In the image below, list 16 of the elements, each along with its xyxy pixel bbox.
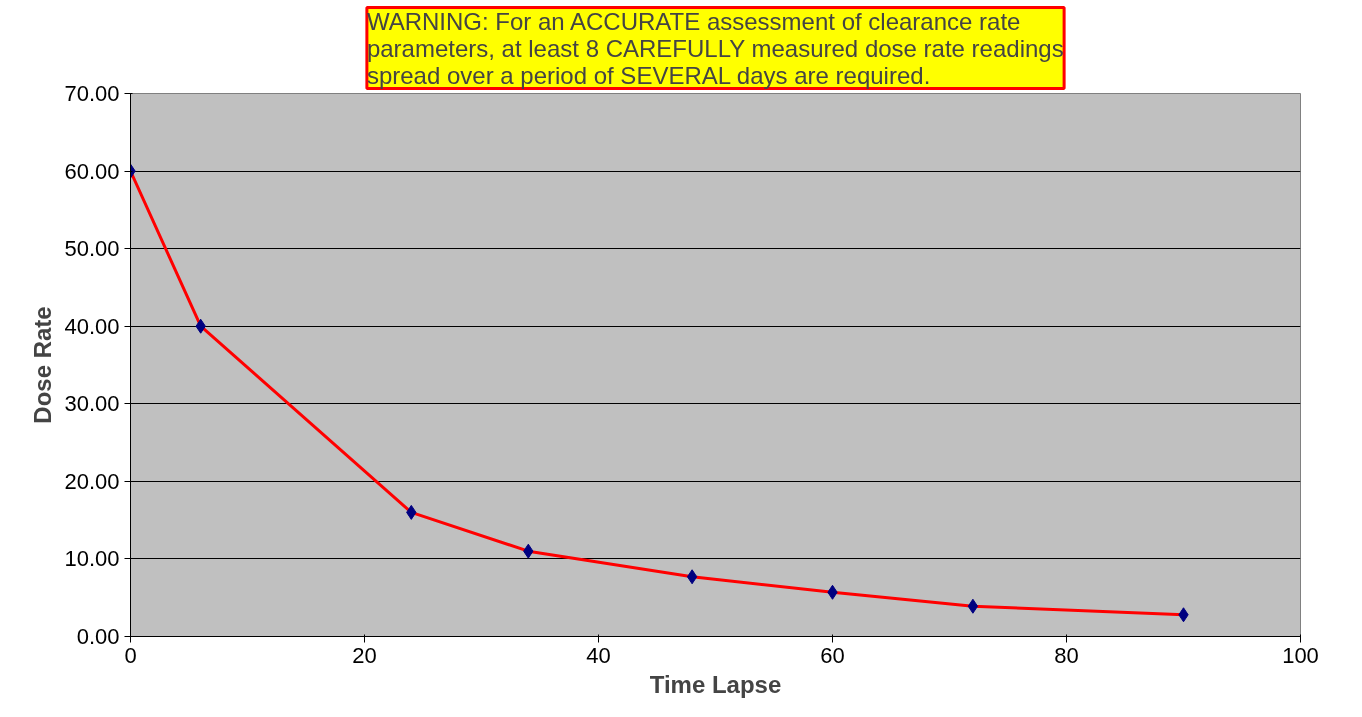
y-axis-title: Dose Rate xyxy=(29,306,57,424)
y-tick-label: 0.00 xyxy=(76,624,120,649)
y-tick-label: 30.00 xyxy=(64,391,120,417)
y-tick-label: 40.00 xyxy=(64,313,120,339)
x-tick-label: 80 xyxy=(1054,642,1079,668)
y-tick-label: 10.00 xyxy=(64,546,120,572)
x-tick-label: 0 xyxy=(124,642,137,668)
y-tick-label: 70.00 xyxy=(64,81,120,106)
x-tick-label: 40 xyxy=(586,642,611,668)
y-tick-label: 60.00 xyxy=(64,158,120,184)
x-tick-label: 60 xyxy=(820,642,845,668)
x-tick-label: 20 xyxy=(352,642,377,668)
y-tick-label: 50.00 xyxy=(64,236,120,262)
x-tick-label: 100 xyxy=(1282,642,1319,668)
x-axis-title: Time Lapse xyxy=(649,670,782,698)
y-tick-label: 20.00 xyxy=(64,468,120,494)
